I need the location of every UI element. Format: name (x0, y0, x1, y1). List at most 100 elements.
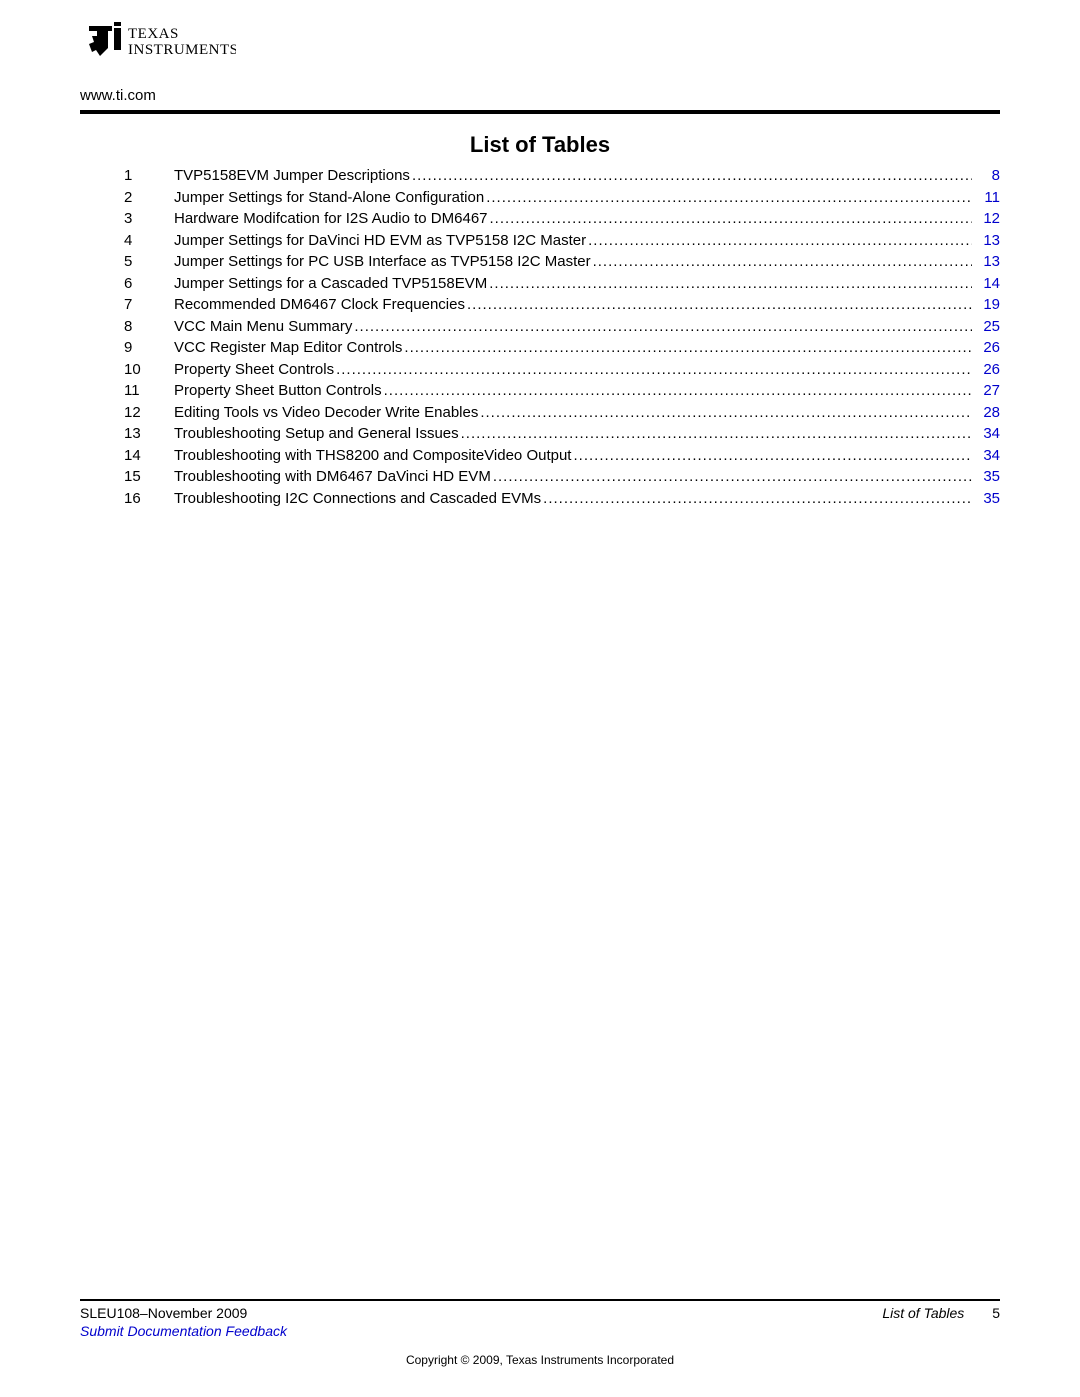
toc-page[interactable]: 19 (972, 297, 1000, 312)
toc-page-link[interactable]: 13 (983, 232, 1000, 249)
page-title: List of Tables (80, 132, 1000, 158)
toc-number: 8 (124, 319, 174, 334)
toc-title: Recommended DM6467 Clock Frequencies (174, 297, 467, 312)
toc-title: Jumper Settings for Stand-Alone Configur… (174, 190, 486, 205)
toc-page-link[interactable]: 27 (983, 382, 1000, 399)
toc-row: 4Jumper Settings for DaVinci HD EVM as T… (124, 233, 1000, 248)
toc-page[interactable]: 11 (972, 190, 1000, 205)
logo-text-bottom: INSTRUMENTS (128, 42, 236, 58)
toc-page[interactable]: 13 (972, 254, 1000, 269)
toc-title: Jumper Settings for DaVinci HD EVM as TV… (174, 233, 588, 248)
footer-doc-id: SLEU108–November 2009 (80, 1305, 247, 1321)
toc-row: 3Hardware Modifcation for I2S Audio to D… (124, 211, 1000, 226)
toc-page[interactable]: 14 (972, 276, 1000, 291)
toc-page-link[interactable]: 26 (983, 361, 1000, 378)
page: TEXAS INSTRUMENTS www.ti.com List of Tab… (0, 0, 1080, 1397)
toc-page-link[interactable]: 35 (983, 468, 1000, 485)
toc-page-link[interactable]: 25 (983, 318, 1000, 335)
toc-number: 4 (124, 233, 174, 248)
toc-title: Jumper Settings for a Cascaded TVP5158EV… (174, 276, 489, 291)
toc-leader-dots (573, 448, 972, 463)
toc-title: Jumper Settings for PC USB Interface as … (174, 254, 593, 269)
toc-number: 6 (124, 276, 174, 291)
toc-number: 10 (124, 362, 174, 377)
footer-copyright: Copyright © 2009, Texas Instruments Inco… (80, 1353, 1000, 1367)
logo-text-top: TEXAS (128, 26, 179, 42)
toc-number: 5 (124, 254, 174, 269)
toc-leader-dots (336, 362, 972, 377)
toc-page-link[interactable]: 28 (983, 404, 1000, 421)
toc-page-link[interactable]: 14 (983, 275, 1000, 292)
toc-row: 15Troubleshooting with DM6467 DaVinci HD… (124, 469, 1000, 484)
toc-leader-dots (461, 426, 972, 441)
toc-title: Property Sheet Controls (174, 362, 336, 377)
toc-page[interactable]: 26 (972, 340, 1000, 355)
ti-logo: TEXAS INSTRUMENTS (86, 22, 236, 64)
toc-row: 14Troubleshooting with THS8200 and Compo… (124, 448, 1000, 463)
toc-page-link[interactable]: 35 (983, 490, 1000, 507)
toc-number: 15 (124, 469, 174, 484)
toc-title: Troubleshooting with THS8200 and Composi… (174, 448, 573, 463)
toc-page[interactable]: 25 (972, 319, 1000, 334)
toc-leader-dots (480, 405, 972, 420)
toc-row: 1TVP5158EVM Jumper Descriptions 8 (124, 168, 1000, 183)
toc-row: 16Troubleshooting I2C Connections and Ca… (124, 491, 1000, 506)
toc-number: 14 (124, 448, 174, 463)
toc-row: 5Jumper Settings for PC USB Interface as… (124, 254, 1000, 269)
header-rule (80, 110, 1000, 114)
header-url[interactable]: www.ti.com (80, 87, 1000, 108)
toc-page[interactable]: 12 (972, 211, 1000, 226)
toc-leader-dots (490, 211, 973, 226)
toc-page-link[interactable]: 34 (983, 425, 1000, 442)
toc-leader-dots (543, 491, 972, 506)
toc-page[interactable]: 28 (972, 405, 1000, 420)
toc-number: 11 (124, 383, 174, 398)
toc-leader-dots (467, 297, 972, 312)
toc-page-link[interactable]: 12 (983, 210, 1000, 227)
toc-number: 2 (124, 190, 174, 205)
toc-row: 7Recommended DM6467 Clock Frequencies 19 (124, 297, 1000, 312)
footer-rule (80, 1299, 1000, 1301)
header-url-link[interactable]: www.ti.com (80, 87, 156, 104)
toc-page[interactable]: 26 (972, 362, 1000, 377)
toc-page[interactable]: 13 (972, 233, 1000, 248)
toc-number: 3 (124, 211, 174, 226)
toc-number: 9 (124, 340, 174, 355)
toc-row: 13Troubleshooting Setup and General Issu… (124, 426, 1000, 441)
toc-leader-dots (404, 340, 972, 355)
toc-row: 10Property Sheet Controls 26 (124, 362, 1000, 377)
toc-page-link[interactable]: 34 (983, 447, 1000, 464)
toc-number: 1 (124, 168, 174, 183)
toc-page-link[interactable]: 13 (983, 253, 1000, 270)
toc-row: 11Property Sheet Button Controls27 (124, 383, 1000, 398)
toc-number: 7 (124, 297, 174, 312)
toc-page-link[interactable]: 19 (983, 296, 1000, 313)
toc-page[interactable]: 8 (972, 168, 1000, 183)
toc-leader-dots (489, 276, 972, 291)
footer-page-number: 5 (992, 1305, 1000, 1321)
toc-page-link[interactable]: 8 (992, 167, 1000, 184)
toc-number: 12 (124, 405, 174, 420)
toc-leader-dots (354, 319, 972, 334)
toc-page[interactable]: 35 (972, 491, 1000, 506)
toc-row: 6Jumper Settings for a Cascaded TVP5158E… (124, 276, 1000, 291)
toc-page-link[interactable]: 11 (984, 189, 1000, 206)
submit-feedback-link[interactable]: Submit Documentation Feedback (80, 1323, 287, 1339)
toc-title: Troubleshooting I2C Connections and Casc… (174, 491, 543, 506)
toc-number: 16 (124, 491, 174, 506)
toc-title: VCC Main Menu Summary (174, 319, 354, 334)
toc-page[interactable]: 35 (972, 469, 1000, 484)
toc-leader-dots (493, 469, 972, 484)
toc-title: VCC Register Map Editor Controls (174, 340, 404, 355)
toc-page[interactable]: 34 (972, 426, 1000, 441)
toc-title: Troubleshooting with DM6467 DaVinci HD E… (174, 469, 493, 484)
toc-title: TVP5158EVM Jumper Descriptions (174, 168, 412, 183)
toc-row: 2Jumper Settings for Stand-Alone Configu… (124, 190, 1000, 205)
toc-leader-dots (486, 190, 972, 205)
toc-page[interactable]: 34 (972, 448, 1000, 463)
toc-title: Troubleshooting Setup and General Issues (174, 426, 461, 441)
toc-page[interactable]: 27 (972, 383, 1000, 398)
toc-title: Editing Tools vs Video Decoder Write Ena… (174, 405, 480, 420)
toc-page-link[interactable]: 26 (983, 339, 1000, 356)
page-footer: SLEU108–November 2009 List of Tables 5 S… (80, 1299, 1000, 1367)
